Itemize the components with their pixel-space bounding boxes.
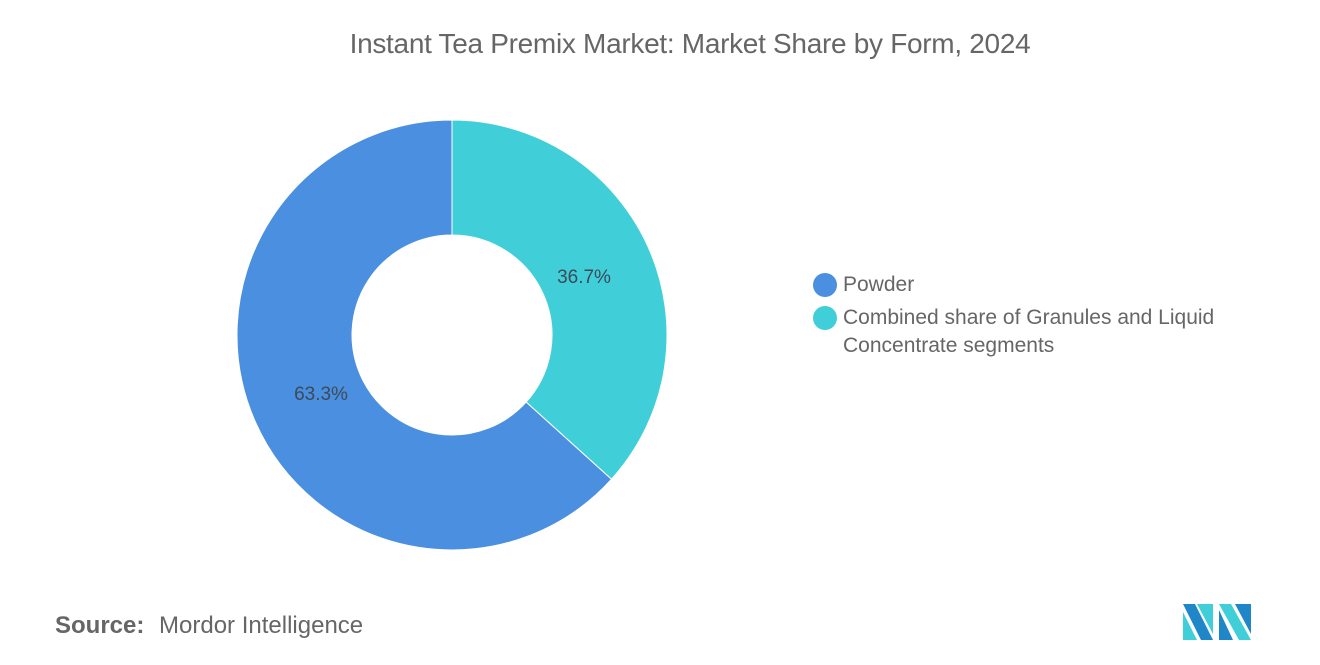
- legend-item-granules-liquid[interactable]: Combined share of Granules and Liquid Co…: [813, 304, 1253, 360]
- source-label: Source:: [55, 612, 145, 639]
- source-attribution: Source: Mordor Intelligence: [55, 612, 363, 640]
- slice-granules-liquid[interactable]: [451, 119, 668, 480]
- legend-label-powder: Powder: [843, 273, 915, 296]
- slice-powder[interactable]: [236, 119, 613, 551]
- source-value: Mordor Intelligence: [159, 612, 364, 639]
- legend-item-powder[interactable]: Powder: [813, 271, 1253, 299]
- mordor-intelligence-logo-icon: [1183, 604, 1251, 640]
- legend-label-granules-liquid: Combined share of Granules and Liquid Co…: [843, 306, 1215, 357]
- slice-label-powder: 63.3%: [294, 384, 348, 405]
- legend-dot-granules-liquid-icon: [813, 306, 837, 330]
- chart-legend: Powder Combined share of Granules and Li…: [813, 271, 1253, 365]
- chart-title: Instant Tea Premix Market: Market Share …: [349, 28, 1031, 59]
- donut-slices: [236, 119, 668, 551]
- slice-label-granules-liquid: 36.7%: [557, 267, 611, 288]
- legend-dot-powder-icon: [813, 273, 837, 297]
